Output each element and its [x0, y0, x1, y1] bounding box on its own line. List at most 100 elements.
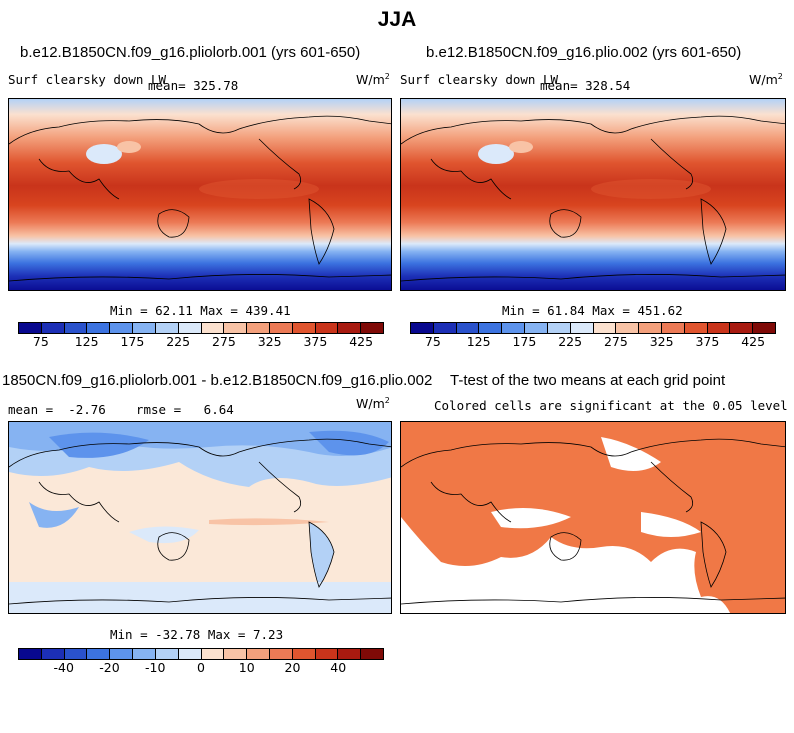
colorbar-swatch — [547, 323, 571, 333]
colorbar-tick-label: 20 — [284, 660, 301, 675]
ttest-significant-region — [401, 422, 785, 613]
colorbar-swatch — [269, 323, 293, 333]
panel3-map — [8, 421, 392, 614]
colorbar-tick-label: 40 — [330, 660, 347, 675]
panel3-map-svg — [9, 422, 391, 613]
panel3-colorbar-ticks: -40 -20 -10 0 10 20 40 — [18, 660, 384, 676]
colorbar-swatch — [19, 649, 42, 659]
panel1-units: W/m2 — [356, 72, 390, 88]
colorbar-swatch — [292, 649, 316, 659]
colorbar-swatch — [41, 649, 65, 659]
panel2-variable: Surf clearsky down LW — [400, 72, 559, 87]
colorbar-swatch — [338, 323, 362, 333]
panel2-map-svg — [401, 99, 785, 290]
colorbar-tick-label: 0 — [197, 660, 205, 675]
colorbar-swatch — [593, 323, 617, 333]
panel2-mean: mean= 328.54 — [540, 78, 631, 93]
colorbar-tick-label: 175 — [512, 334, 537, 349]
colorbar-swatch — [338, 649, 362, 659]
panel1-colorbar-ticks: 75 125 175 225 275 325 375 425 — [18, 334, 384, 350]
panel1-colorbar — [18, 322, 384, 334]
panel3-stats: mean = -2.76 rmse = 6.64 — [8, 402, 234, 417]
colorbar-tick-label: 275 — [603, 334, 628, 349]
colorbar-swatch — [502, 323, 526, 333]
colorbar-tick-label: 325 — [257, 334, 282, 349]
colorbar-swatch — [133, 323, 156, 333]
colorbar-tick-label: 125 — [74, 334, 99, 349]
colorbar-swatch — [361, 323, 383, 333]
colorbar-swatch — [456, 323, 480, 333]
colorbar-tick-label: -10 — [145, 660, 166, 675]
colorbar-swatch — [201, 649, 225, 659]
colorbar-swatch — [315, 323, 339, 333]
colorbar-swatch — [292, 323, 316, 333]
colorbar-tick-label: -20 — [99, 660, 120, 675]
panel3-units: W/m2 — [356, 396, 390, 412]
colorbar-tick-label: 225 — [558, 334, 583, 349]
panel4-subtitle: Colored cells are significant at the 0.0… — [434, 398, 788, 413]
panel2-title: b.e12.B1850CN.f09_g16.plio.002 (yrs 601-… — [426, 44, 742, 61]
colorbar-swatch — [41, 323, 65, 333]
colorbar-tick-label: 225 — [166, 334, 191, 349]
colorbar-swatch — [178, 649, 202, 659]
colorbar-swatch — [87, 323, 111, 333]
colorbar-swatch — [247, 649, 270, 659]
colorbar-swatch — [178, 323, 202, 333]
colorbar-swatch — [315, 649, 339, 659]
panel1-map — [8, 98, 392, 291]
colorbar-swatch — [707, 323, 731, 333]
panel2-colorbar-ticks: 75 125 175 225 275 325 375 425 — [410, 334, 776, 350]
colorbar-swatch — [433, 323, 457, 333]
colorbar-swatch — [525, 323, 548, 333]
colorbar-swatch — [19, 323, 42, 333]
colorbar-swatch — [753, 323, 775, 333]
colorbar-swatch — [133, 649, 156, 659]
colorbar-swatch — [411, 323, 434, 333]
colorbar-swatch — [224, 323, 248, 333]
colorbar-tick-label: 375 — [303, 334, 328, 349]
colorbar-tick-label: 425 — [349, 334, 374, 349]
colorbar-swatch — [730, 323, 754, 333]
panel4-map — [400, 421, 786, 614]
panel2-colorbar — [410, 322, 776, 334]
panel2-map — [400, 98, 786, 291]
colorbar-tick-label: 175 — [120, 334, 145, 349]
colorbar-tick-label: -40 — [53, 660, 74, 675]
colorbar-swatch — [684, 323, 708, 333]
colorbar-swatch — [87, 649, 111, 659]
panel3-colorbar — [18, 648, 384, 660]
colorbar-swatch — [110, 649, 134, 659]
colorbar-swatch — [479, 323, 503, 333]
colorbar-swatch — [224, 649, 248, 659]
colorbar-swatch — [64, 323, 88, 333]
figure-title: JJA — [377, 8, 417, 31]
panel2-units: W/m2 — [749, 72, 783, 88]
panel1-variable: Surf clearsky down LW — [8, 72, 167, 87]
colorbar-swatch — [247, 323, 270, 333]
panel3-title: 1850CN.f09_g16.pliolorb.001 - b.e12.B185… — [2, 372, 433, 389]
colorbar-swatch — [570, 323, 594, 333]
panel1-mean: mean= 325.78 — [148, 78, 239, 93]
colorbar-tick-label: 425 — [741, 334, 766, 349]
colorbar-swatch — [201, 323, 225, 333]
colorbar-tick-label: 125 — [466, 334, 491, 349]
colorbar-swatch — [155, 649, 179, 659]
panel4-title: T-test of the two means at each grid poi… — [450, 372, 726, 389]
colorbar-swatch — [110, 323, 134, 333]
colorbar-swatch — [269, 649, 293, 659]
panel2-minmax: Min = 61.84 Max = 451.62 — [502, 303, 683, 318]
panel1-minmax: Min = 62.11 Max = 439.41 — [110, 303, 291, 318]
colorbar-tick-label: 375 — [695, 334, 720, 349]
colorbar-tick-label: 10 — [238, 660, 255, 675]
colorbar-swatch — [155, 323, 179, 333]
panel1-map-svg — [9, 99, 391, 290]
colorbar-tick-label: 75 — [424, 334, 441, 349]
colorbar-swatch — [361, 649, 383, 659]
colorbar-tick-label: 325 — [649, 334, 674, 349]
colorbar-swatch — [616, 323, 640, 333]
panel4-map-svg — [401, 422, 785, 613]
colorbar-swatch — [639, 323, 662, 333]
colorbar-swatch — [64, 649, 88, 659]
colorbar-tick-label: 275 — [211, 334, 236, 349]
panel3-minmax: Min = -32.78 Max = 7.23 — [110, 627, 284, 642]
